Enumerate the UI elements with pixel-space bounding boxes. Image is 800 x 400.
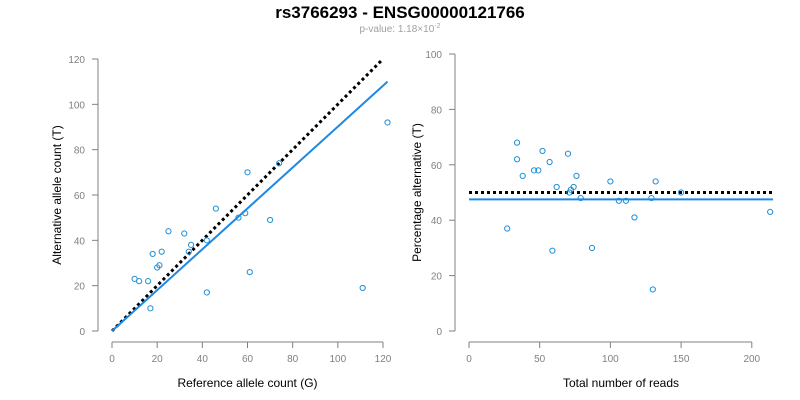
data-point: [181, 230, 188, 237]
data-point: [203, 237, 210, 244]
data-point: [145, 278, 152, 285]
data-point: [242, 210, 249, 217]
x-tick-label: 200: [743, 354, 760, 365]
x-tick-label: 20: [152, 354, 164, 365]
data-point: [276, 160, 283, 167]
data-point: [767, 208, 774, 215]
data-point: [187, 241, 195, 248]
data-point: [244, 169, 251, 176]
x-axis-title: Total number of reads: [563, 376, 679, 390]
data-point: [677, 189, 685, 196]
data-point: [530, 167, 538, 174]
data-point: [652, 178, 659, 185]
y-tick-label: 60: [74, 191, 86, 202]
y-tick-label: 40: [431, 216, 443, 227]
x-tick-label: 40: [197, 354, 209, 365]
y-tick-label: 100: [68, 100, 85, 111]
y-tick-label: 120: [68, 55, 85, 66]
x-tick-label: 150: [673, 354, 690, 365]
data-point: [535, 167, 542, 174]
data-point: [564, 150, 572, 157]
data-point: [185, 248, 192, 255]
data-point: [147, 305, 154, 312]
chart-percentage-alternative: 0 50 100 150 200 0 20 40 60 80 100 Total number of …: [410, 50, 774, 390]
data-point: [539, 147, 546, 155]
chart-allele-counts: 0 20 40 60 80 100 120 0 20 40 60 80 100 120 Reference …: [50, 55, 392, 390]
x-tick-label: 120: [375, 354, 392, 365]
data-point: [513, 139, 521, 146]
data-point: [553, 183, 560, 191]
data-point: [136, 278, 143, 285]
y-axis-title: Alternative allele count (T): [50, 125, 64, 264]
y-tick-label: 80: [431, 105, 443, 116]
x-tick-label: 50: [534, 354, 546, 365]
x-tick-label: 100: [329, 354, 346, 365]
p-value-subtitle: p-value: 1.18×10-2: [0, 23, 800, 35]
data-point: [359, 284, 366, 292]
data-point: [546, 158, 553, 166]
reference-line: [110, 57, 385, 333]
p-value-text: p-value: 1.18×10: [359, 24, 435, 35]
y-tick-label: 60: [431, 161, 443, 172]
data-point: [212, 205, 219, 212]
data-point: [577, 194, 584, 202]
data-point: [149, 250, 156, 258]
x-tick-label: 0: [109, 354, 115, 365]
data-point: [203, 289, 210, 296]
y-tick-label: 0: [79, 327, 85, 338]
x-tick-label: 80: [287, 354, 299, 365]
y-tick-label: 0: [436, 327, 442, 338]
y-axis-title: Percentage alternative (T): [410, 123, 424, 262]
data-point: [165, 228, 172, 235]
data-point: [156, 262, 163, 269]
data-point: [519, 172, 526, 179]
fit-line: [111, 80, 389, 332]
data-point: [649, 286, 656, 293]
data-point: [622, 197, 630, 204]
data-point: [631, 214, 638, 221]
data-point: [158, 248, 165, 255]
x-tick-label: 0: [466, 354, 472, 365]
data-point: [384, 119, 391, 126]
data-point: [504, 225, 511, 232]
data-point: [246, 268, 253, 276]
data-point: [615, 197, 622, 204]
p-value-exponent: -2: [434, 23, 441, 30]
data-point: [513, 156, 521, 163]
x-tick-label: 100: [602, 354, 619, 365]
data-point: [573, 172, 580, 179]
y-tick-label: 80: [74, 146, 86, 157]
page-title: rs3766293 - ENSG00000121766: [275, 3, 525, 22]
y-tick-label: 20: [431, 272, 443, 283]
x-axis-title: Reference allele count (G): [177, 376, 317, 390]
y-tick-label: 100: [425, 50, 442, 61]
data-point: [588, 244, 596, 251]
y-tick-label: 20: [74, 282, 86, 293]
y-tick-label: 40: [74, 236, 86, 247]
data-point: [235, 214, 242, 221]
x-tick-label: 60: [242, 354, 254, 365]
data-point: [570, 183, 577, 191]
data-point: [607, 178, 614, 185]
data-point: [648, 194, 655, 202]
data-point: [266, 216, 274, 224]
data-point: [549, 247, 556, 254]
